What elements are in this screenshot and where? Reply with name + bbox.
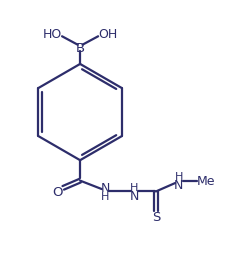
Text: Me: Me	[197, 174, 215, 187]
Text: N: N	[129, 189, 139, 202]
Text: OH: OH	[98, 28, 117, 41]
Text: HO: HO	[43, 28, 62, 41]
Text: H: H	[101, 191, 110, 201]
Text: B: B	[76, 41, 85, 54]
Text: H: H	[174, 172, 183, 182]
Text: H: H	[130, 182, 138, 192]
Text: O: O	[52, 185, 62, 198]
Text: S: S	[152, 210, 160, 223]
Text: N: N	[174, 179, 183, 192]
Text: N: N	[101, 181, 110, 194]
